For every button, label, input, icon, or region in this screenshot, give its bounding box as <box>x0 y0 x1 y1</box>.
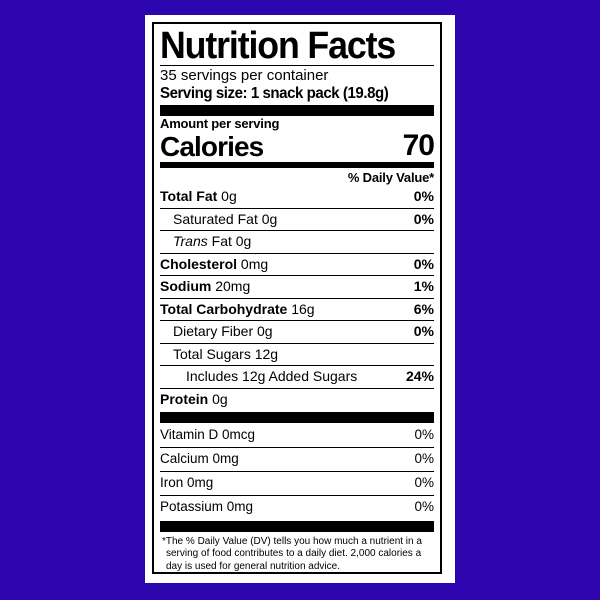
calories-row: Calories 70 <box>160 129 435 163</box>
thick-divider-top <box>160 105 434 117</box>
nutrient-name: Trans Fat 0g <box>173 233 252 250</box>
nutrient-name: Total Fat 0g <box>160 188 237 205</box>
nutrient-name-bold: Cholesterol <box>160 255 238 272</box>
nutrient-list: Total Fat 0g 0% Saturated Fat 0g 0% Trans Fa… <box>160 186 434 410</box>
nutrient-row: Cholesterol 0mg 0% <box>160 252 434 276</box>
nutrient-name-bold: Sodium <box>160 278 212 295</box>
nutrient-name: Total Sugars 12g <box>173 345 279 362</box>
calories-value: 70 <box>402 129 435 163</box>
nutrient-name: Cholesterol 0mg <box>160 255 269 272</box>
divider-below-calories <box>160 161 434 168</box>
servings-per-container: 35 servings per container <box>160 67 329 85</box>
thick-divider-footnote <box>160 520 434 532</box>
daily-value-footnote: *The % Daily Value (DV) tells you how mu… <box>162 535 422 572</box>
nutrient-name-bold: Total Carbohydrate <box>160 300 288 317</box>
nutrient-percent: 0% <box>413 323 434 340</box>
nutrient-percent: 1% <box>413 278 434 295</box>
daily-value-header: % Daily Value* <box>347 169 434 185</box>
nutrient-name: Saturated Fat 0g <box>173 210 278 227</box>
calories-label: Calories <box>160 131 264 163</box>
nutrient-row: Trans Fat 0g <box>160 230 434 253</box>
vitamin-row: Calcium 0mg 0% <box>160 447 434 471</box>
vitamin-row: Potassium 0mg 0% <box>160 494 434 519</box>
vitamin-list: Vitamin D 0mcg 0% Calcium 0mg 0% Iron 0mg 0% P… <box>160 424 434 519</box>
nutrient-name: Sodium 20mg <box>160 278 251 295</box>
nutrient-percent: 24% <box>405 368 434 385</box>
vitamin-percent: 0% <box>414 451 434 467</box>
vitamin-name: Iron 0mg <box>160 475 214 491</box>
vitamin-name: Potassium 0mg <box>160 498 254 514</box>
nutrient-name-bold: Protein <box>160 390 209 407</box>
label-title: Nutrition Facts <box>160 25 396 67</box>
nutrient-name-bold: Total Fat <box>160 188 218 205</box>
nutrient-percent: 0% <box>413 188 434 205</box>
nutrient-name: Dietary Fiber 0g <box>173 323 273 340</box>
nutrient-row: Protein 0g <box>160 387 434 411</box>
nutrient-name: Includes 12g Added Sugars <box>186 368 358 385</box>
nutrient-name: Total Carbohydrate 16g <box>160 300 315 317</box>
nutrient-percent: 0% <box>413 255 434 272</box>
nutrition-facts-label: Nutrition Facts 35 servings per containe… <box>152 22 442 574</box>
nutrient-row: Sodium 20mg 1% <box>160 275 434 298</box>
nutrient-percent: 6% <box>413 300 434 317</box>
serving-size: Serving size: 1 snack pack (19.8g) <box>160 85 389 103</box>
nutrient-percent: 0% <box>413 210 434 227</box>
vitamin-percent: 0% <box>414 498 434 514</box>
nutrient-row: Saturated Fat 0g 0% <box>160 207 434 231</box>
thick-divider-vitamins <box>160 412 434 424</box>
vitamin-percent: 0% <box>414 475 434 491</box>
nutrient-name-italic: Trans <box>173 233 208 250</box>
vitamin-name: Calcium 0mg <box>160 451 239 467</box>
vitamin-percent: 0% <box>414 427 434 443</box>
title-divider <box>160 65 434 67</box>
vitamin-row: Iron 0mg 0% <box>160 471 434 495</box>
vitamin-name: Vitamin D 0mcg <box>160 427 256 443</box>
amount-per-serving-label: Amount per serving <box>160 116 280 132</box>
nutrient-row: Total Sugars 12g <box>160 342 434 366</box>
nutrient-name: Protein 0g <box>160 390 228 407</box>
nutrient-row: Dietary Fiber 0g 0% <box>160 320 434 343</box>
nutrient-row: Total Fat 0g 0% <box>160 186 434 208</box>
vitamin-row: Vitamin D 0mcg 0% <box>160 424 434 447</box>
nutrient-row: Includes 12g Added Sugars 24% <box>160 365 434 388</box>
nutrient-row: Total Carbohydrate 16g 6% <box>160 297 434 321</box>
